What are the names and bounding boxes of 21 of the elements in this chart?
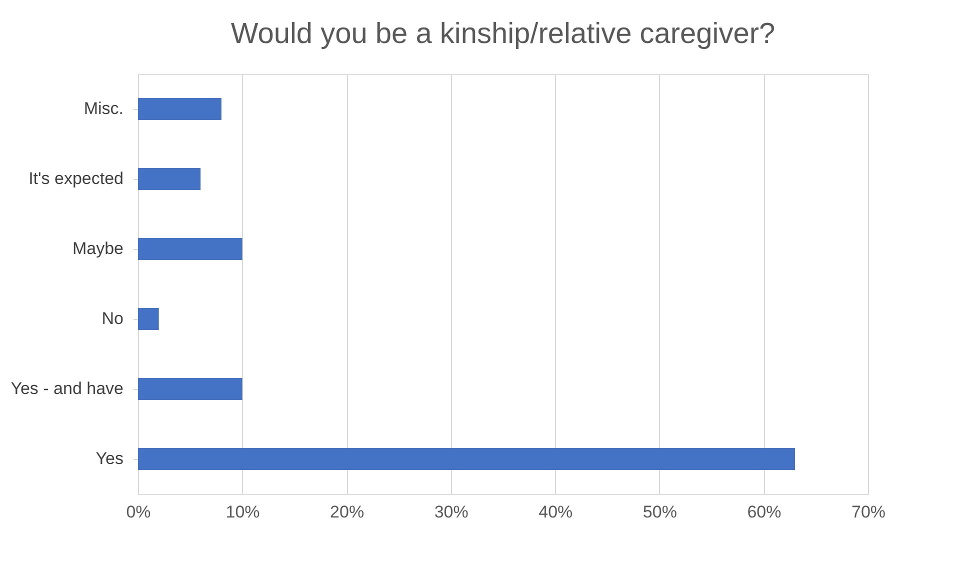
y-tick-label: Yes <box>96 449 124 468</box>
y-tick-label: It's expected <box>28 169 124 188</box>
y-tick-label: No <box>102 309 124 328</box>
x-tick-label: 30% <box>434 502 468 522</box>
x-tick-label: 10% <box>226 502 260 522</box>
x-tick-label: 50% <box>642 502 677 522</box>
bar <box>138 308 159 330</box>
bar <box>138 238 242 260</box>
x-tick-label: 20% <box>330 502 364 522</box>
bar <box>138 448 795 470</box>
y-tick-label: Misc. <box>84 99 124 118</box>
x-tick-label: 70% <box>851 502 886 522</box>
x-tick-label: 60% <box>747 502 782 522</box>
bar <box>138 168 201 190</box>
y-tick-label: Yes - and have <box>10 379 124 398</box>
x-tick-label: 40% <box>538 502 573 522</box>
bar <box>138 378 242 400</box>
y-tick-label: Maybe <box>72 239 124 258</box>
x-tick-label: 0% <box>126 502 151 522</box>
chart-title: Would you be a kinship/relative caregiver? <box>230 18 776 50</box>
bar <box>138 98 222 120</box>
